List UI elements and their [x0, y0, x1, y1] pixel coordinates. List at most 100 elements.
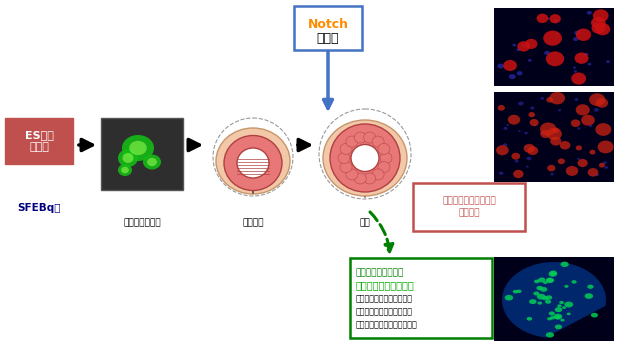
Ellipse shape	[512, 153, 520, 160]
Ellipse shape	[520, 44, 525, 47]
Ellipse shape	[512, 44, 516, 46]
Ellipse shape	[503, 127, 507, 130]
Ellipse shape	[515, 160, 519, 163]
Ellipse shape	[558, 158, 565, 164]
Ellipse shape	[503, 143, 507, 146]
Ellipse shape	[591, 17, 606, 29]
Ellipse shape	[529, 299, 536, 304]
Ellipse shape	[547, 17, 549, 20]
Ellipse shape	[523, 144, 535, 153]
Ellipse shape	[546, 278, 553, 283]
Ellipse shape	[564, 301, 573, 307]
Ellipse shape	[538, 277, 546, 283]
Ellipse shape	[513, 290, 518, 294]
Ellipse shape	[505, 295, 513, 300]
Ellipse shape	[604, 166, 608, 169]
Ellipse shape	[118, 149, 138, 167]
Ellipse shape	[544, 51, 550, 55]
Ellipse shape	[346, 136, 358, 147]
Ellipse shape	[216, 128, 290, 194]
Text: ES細胞
凝集塊: ES細胞 凝集塊	[25, 130, 53, 152]
Ellipse shape	[517, 71, 522, 75]
Ellipse shape	[323, 120, 407, 196]
Text: 成長ホルモン産生細胞: 成長ホルモン産生細胞	[356, 280, 415, 290]
Ellipse shape	[122, 153, 133, 163]
Ellipse shape	[595, 174, 599, 176]
FancyBboxPatch shape	[413, 183, 525, 231]
Ellipse shape	[536, 286, 543, 290]
Bar	[494, 92, 614, 182]
FancyBboxPatch shape	[5, 118, 73, 164]
Ellipse shape	[573, 67, 576, 69]
Text: 下垂体前駆細胞: 下垂体前駆細胞	[123, 218, 161, 227]
Ellipse shape	[555, 324, 562, 329]
Ellipse shape	[147, 158, 157, 166]
Ellipse shape	[363, 132, 376, 143]
Ellipse shape	[558, 109, 561, 111]
Text: 乳汁分泌ホルモン産生細胞: 乳汁分泌ホルモン産生細胞	[356, 294, 413, 303]
Ellipse shape	[589, 93, 605, 106]
FancyBboxPatch shape	[294, 6, 362, 50]
Ellipse shape	[527, 146, 538, 155]
Ellipse shape	[537, 294, 546, 299]
Ellipse shape	[549, 271, 557, 277]
Ellipse shape	[552, 128, 559, 133]
Ellipse shape	[555, 33, 558, 35]
Ellipse shape	[546, 332, 554, 338]
Ellipse shape	[603, 161, 607, 164]
Ellipse shape	[528, 112, 535, 117]
Ellipse shape	[577, 127, 580, 130]
Ellipse shape	[571, 72, 586, 85]
Ellipse shape	[143, 154, 161, 169]
Ellipse shape	[542, 296, 548, 300]
Ellipse shape	[550, 173, 554, 175]
Ellipse shape	[354, 132, 366, 143]
Ellipse shape	[378, 162, 390, 173]
Ellipse shape	[540, 122, 556, 135]
Text: 【別の培養条件で】: 【別の培養条件で】	[356, 268, 404, 277]
Bar	[494, 8, 614, 86]
Ellipse shape	[554, 315, 561, 319]
Text: ラトケ嚢: ラトケ嚢	[242, 218, 264, 227]
Ellipse shape	[561, 262, 569, 267]
Ellipse shape	[554, 19, 558, 23]
Ellipse shape	[587, 285, 593, 289]
Ellipse shape	[550, 137, 561, 145]
Ellipse shape	[540, 97, 544, 100]
Polygon shape	[502, 262, 606, 338]
Ellipse shape	[237, 148, 269, 178]
Ellipse shape	[545, 300, 551, 304]
Ellipse shape	[589, 125, 592, 127]
Ellipse shape	[508, 115, 520, 125]
Ellipse shape	[576, 28, 591, 41]
Ellipse shape	[380, 153, 392, 164]
Ellipse shape	[540, 287, 548, 292]
Ellipse shape	[573, 37, 578, 41]
Ellipse shape	[595, 123, 611, 136]
Ellipse shape	[497, 105, 505, 111]
Ellipse shape	[585, 293, 593, 299]
Ellipse shape	[530, 119, 539, 126]
Ellipse shape	[562, 306, 566, 309]
Ellipse shape	[517, 41, 530, 51]
Ellipse shape	[549, 311, 555, 316]
Ellipse shape	[129, 141, 147, 155]
Ellipse shape	[593, 9, 609, 22]
Ellipse shape	[574, 31, 580, 35]
Ellipse shape	[527, 317, 532, 321]
Ellipse shape	[576, 145, 582, 151]
Ellipse shape	[577, 158, 580, 160]
Ellipse shape	[549, 14, 561, 23]
Ellipse shape	[549, 92, 565, 104]
FancyBboxPatch shape	[350, 258, 492, 338]
Ellipse shape	[575, 52, 588, 64]
Ellipse shape	[533, 292, 540, 296]
Ellipse shape	[517, 289, 522, 293]
Text: 阻害剤: 阻害剤	[317, 32, 339, 45]
Ellipse shape	[549, 271, 557, 275]
Ellipse shape	[351, 144, 379, 172]
Ellipse shape	[519, 102, 523, 105]
Ellipse shape	[527, 157, 531, 160]
Ellipse shape	[576, 104, 590, 116]
Ellipse shape	[354, 173, 366, 184]
